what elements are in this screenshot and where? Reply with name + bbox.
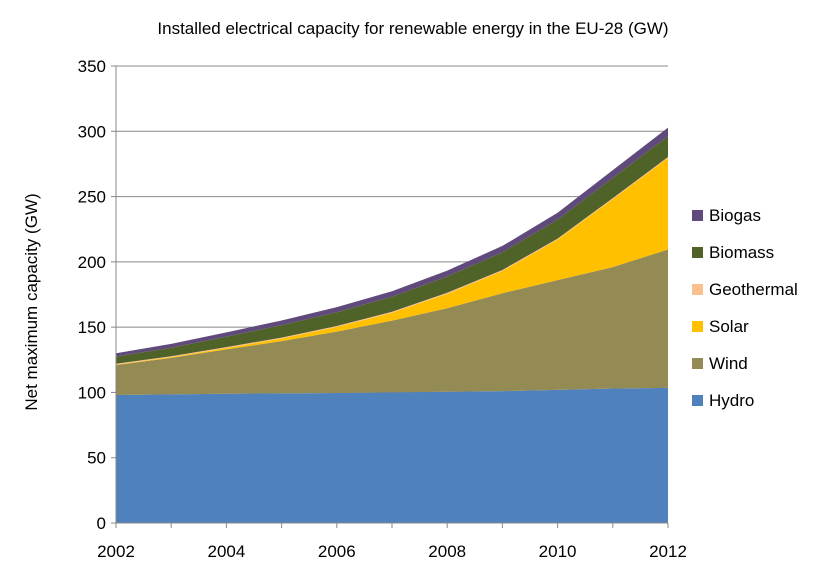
legend-item-solar: Solar xyxy=(692,317,749,336)
x-tick-label: 2008 xyxy=(428,542,466,561)
legend-swatch xyxy=(692,284,703,295)
legend-item-biogas: Biogas xyxy=(692,206,761,225)
area-series xyxy=(116,127,668,523)
y-tick-label: 100 xyxy=(78,383,106,402)
x-tick-labels: 2002 2004 2006 2008 2010 2012 xyxy=(97,542,687,561)
legend-swatch xyxy=(692,321,703,332)
legend-swatch xyxy=(692,358,703,369)
legend-label: Wind xyxy=(709,354,748,373)
chart-title: Installed electrical capacity for renewa… xyxy=(157,19,669,38)
legend-item-geothermal: Geothermal xyxy=(692,280,798,299)
legend-label: Biogas xyxy=(709,206,761,225)
x-tick-label: 2012 xyxy=(649,542,687,561)
y-tick-label: 200 xyxy=(78,253,106,272)
y-tick-label: 250 xyxy=(78,188,106,207)
y-axis-label: Net maximum capacity (GW) xyxy=(22,193,41,410)
legend-item-biomass: Biomass xyxy=(692,243,774,262)
y-tick-label: 300 xyxy=(78,122,106,141)
y-tick-label: 150 xyxy=(78,318,106,337)
legend-label: Solar xyxy=(709,317,749,336)
y-tick-label: 350 xyxy=(78,57,106,76)
legend-item-hydro: Hydro xyxy=(692,391,754,410)
y-tick-label: 50 xyxy=(87,449,106,468)
legend-item-wind: Wind xyxy=(692,354,748,373)
legend-swatch xyxy=(692,247,703,258)
x-tick-label: 2002 xyxy=(97,542,135,561)
y-tick-labels: 0 50 100 150 200 250 300 350 xyxy=(78,57,106,533)
area-hydro xyxy=(116,387,668,523)
x-tick-label: 2006 xyxy=(318,542,356,561)
axes xyxy=(111,65,669,528)
x-tick-label: 2010 xyxy=(539,542,577,561)
legend-swatch xyxy=(692,395,703,406)
x-tick-label: 2004 xyxy=(207,542,245,561)
area-solar xyxy=(116,158,668,366)
area-wind xyxy=(116,249,668,396)
legend-label: Geothermal xyxy=(709,280,798,299)
legend-swatch xyxy=(692,210,703,221)
legend: Biogas Biomass Geothermal Solar Wind Hydro xyxy=(692,206,798,410)
legend-label: Hydro xyxy=(709,391,754,410)
y-tick-label: 0 xyxy=(97,514,106,533)
legend-label: Biomass xyxy=(709,243,774,262)
